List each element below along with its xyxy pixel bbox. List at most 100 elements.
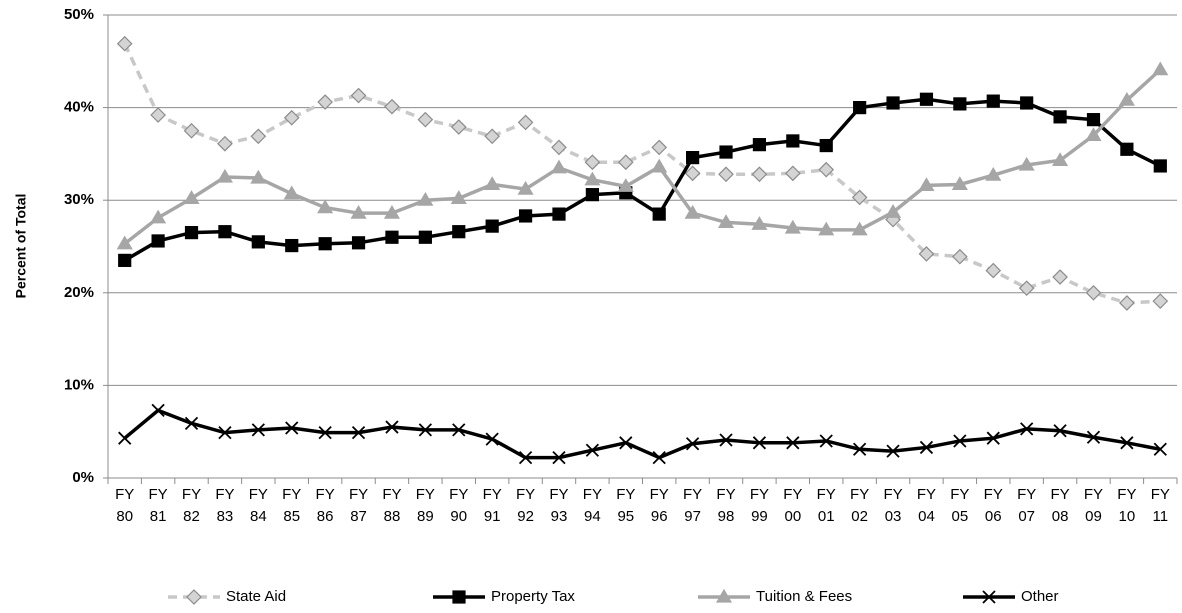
marker — [1018, 156, 1035, 171]
x-tick-label: FY 02 — [850, 486, 870, 525]
marker — [718, 166, 734, 183]
marker — [784, 165, 801, 182]
marker — [118, 431, 132, 445]
marker — [484, 176, 501, 191]
marker — [285, 238, 299, 253]
marker — [886, 96, 900, 110]
marker — [652, 450, 666, 465]
marker — [1118, 92, 1135, 106]
marker — [617, 154, 634, 171]
marker — [452, 590, 466, 604]
marker — [818, 161, 835, 178]
marker — [1085, 127, 1102, 141]
marker — [418, 423, 432, 437]
marker — [1153, 442, 1167, 456]
legend-label: Other — [1021, 588, 1059, 605]
marker — [318, 237, 332, 251]
x-tick-label: FY 10 — [1117, 486, 1137, 525]
marker — [684, 204, 701, 219]
marker — [986, 431, 1000, 445]
marker — [585, 443, 600, 457]
marker — [183, 190, 200, 204]
marker — [851, 189, 868, 206]
marker — [819, 434, 833, 448]
marker — [585, 188, 599, 202]
marker — [350, 204, 367, 219]
marker — [652, 207, 666, 221]
marker — [551, 139, 567, 156]
x-tick-label: FY 88 — [382, 486, 402, 525]
x-tick-label: FY 06 — [983, 486, 1003, 525]
marker — [183, 122, 200, 139]
marker — [1052, 152, 1069, 166]
marker — [853, 100, 867, 115]
x-tick-label: FY 80 — [115, 486, 135, 525]
marker — [283, 109, 300, 126]
marker — [350, 87, 367, 104]
marker — [953, 434, 967, 448]
marker — [1086, 113, 1101, 127]
marker — [851, 221, 868, 236]
marker — [985, 262, 1002, 279]
marker — [517, 114, 534, 131]
marker — [784, 219, 801, 234]
legend-label: Property Tax — [491, 588, 575, 605]
marker — [184, 226, 199, 240]
marker — [1020, 96, 1034, 110]
marker — [251, 235, 265, 249]
marker — [786, 134, 800, 148]
marker — [619, 436, 633, 450]
marker — [351, 425, 366, 440]
marker — [318, 425, 332, 440]
marker — [952, 248, 968, 265]
marker — [818, 221, 835, 236]
marker — [719, 145, 733, 159]
marker — [982, 590, 996, 604]
marker — [485, 219, 499, 233]
marker — [986, 94, 1000, 108]
marker — [216, 168, 233, 183]
marker — [1020, 422, 1034, 436]
x-tick-label: FY 89 — [415, 486, 435, 525]
marker — [317, 94, 333, 110]
marker — [186, 589, 202, 605]
x-tick-label: FY 00 — [783, 486, 803, 525]
marker — [552, 450, 566, 465]
x-tick-label: FY 05 — [950, 486, 970, 525]
marker — [1085, 284, 1102, 301]
marker — [886, 444, 900, 458]
marker — [484, 128, 501, 145]
x-tick-label: FY 92 — [515, 486, 536, 525]
x-tick-label: FY 09 — [1083, 486, 1104, 525]
y-tick-label: 0% — [72, 469, 94, 486]
marker — [116, 35, 133, 52]
x-tick-label: FY 84 — [248, 486, 268, 525]
marker — [1053, 110, 1067, 124]
y-axis-title: Percent of Total — [13, 194, 29, 299]
x-tick-label: FY 94 — [582, 486, 602, 525]
x-tick-label: FY 08 — [1050, 486, 1070, 525]
marker — [719, 433, 733, 447]
marker — [786, 436, 800, 450]
marker — [752, 138, 767, 152]
legend-label: State Aid — [226, 588, 286, 605]
x-tick-label: FY 96 — [649, 486, 669, 525]
x-tick-label: FY 11 — [1150, 486, 1170, 525]
marker — [385, 420, 399, 434]
marker — [751, 216, 768, 230]
marker — [951, 176, 968, 191]
marker — [918, 177, 935, 191]
x-tick-label: FY 97 — [683, 486, 703, 525]
x-tick-label: FY 91 — [482, 486, 502, 525]
marker — [417, 111, 434, 128]
x-tick-label: FY 01 — [816, 486, 836, 525]
marker — [450, 119, 467, 135]
series-line — [123, 408, 1161, 460]
marker — [517, 180, 534, 195]
marker — [218, 225, 232, 239]
marker — [518, 450, 533, 465]
marker — [151, 403, 165, 418]
marker — [1018, 280, 1035, 297]
marker — [1120, 142, 1134, 156]
